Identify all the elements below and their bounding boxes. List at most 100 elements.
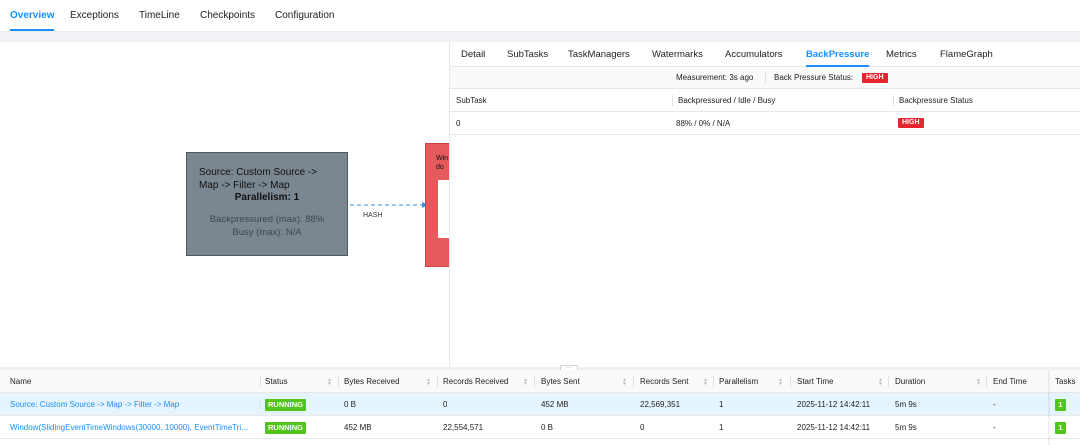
sort-icon[interactable]: ▲ ▼: [327, 377, 332, 387]
backpressure-status-label: Back Pressure Status:: [774, 73, 854, 82]
parallelism: 1: [719, 400, 724, 409]
subtask-id: 0: [456, 119, 461, 128]
divider: [986, 376, 987, 387]
column-header-records-sent[interactable]: Records Sent: [640, 377, 689, 386]
duration: 5m 9s: [895, 400, 917, 409]
divider: [893, 95, 894, 106]
column-header-bytes-received[interactable]: Bytes Received: [344, 377, 400, 386]
start-time: 2025-11-12 14:42:11: [797, 400, 871, 409]
tab-accumulators[interactable]: Accumulators: [725, 49, 783, 60]
column-header-status[interactable]: Status: [265, 377, 288, 386]
table-row: 0 88% / 0% / N/A HIGH: [450, 112, 1080, 135]
node-title: Source: Custom Source -> Map -> Filter -…: [199, 167, 318, 191]
vertex-name-link[interactable]: Window(SlidingEventTimeWindows(30000, 10…: [10, 423, 248, 432]
column-header-subtask: SubTask: [456, 96, 487, 105]
divider: [790, 376, 791, 387]
detail-tabs: Detail SubTasks TaskManagers Watermarks …: [450, 42, 1080, 67]
graph-edge-hash: [350, 202, 428, 208]
column-header-bytes-sent[interactable]: Bytes Sent: [541, 377, 580, 386]
divider: [672, 95, 673, 106]
job-graph-canvas[interactable]: Source: Custom Source -> Map -> Filter -…: [0, 42, 450, 367]
job-tabs: Overview Exceptions TimeLine Checkpoints…: [0, 0, 1080, 32]
table-row[interactable]: Window(SlidingEventTimeWindows(30000, 10…: [0, 416, 1080, 439]
divider: [534, 376, 535, 387]
tab-overview[interactable]: Overview: [10, 0, 55, 32]
column-header-start-time[interactable]: Start Time: [797, 377, 834, 386]
records-sent: 0: [640, 423, 645, 432]
tab-watermarks[interactable]: Watermarks: [652, 49, 703, 60]
backpressure-ratio: 88% / 0% / N/A: [676, 119, 731, 128]
table-row[interactable]: Source: Custom Source -> Map -> Filter -…: [0, 393, 1080, 416]
backpressure-status-badge: HIGH: [862, 73, 888, 83]
vertex-name-link[interactable]: Source: Custom Source -> Map -> Filter -…: [10, 400, 180, 409]
content-gap: [0, 32, 1080, 42]
sort-icon[interactable]: ▲ ▼: [976, 377, 981, 387]
tab-configuration[interactable]: Configuration: [275, 10, 335, 21]
tab-detail[interactable]: Detail: [461, 49, 486, 60]
bytes-received: 0 B: [344, 400, 357, 409]
backpressure-table-header: SubTask Backpressured / Idle / Busy Back…: [450, 89, 1080, 112]
column-header-end-time[interactable]: End Time: [993, 377, 1027, 386]
divider: [338, 376, 339, 387]
column-header-ratio: Backpressured / Idle / Busy: [678, 96, 776, 105]
sort-icon[interactable]: ▲ ▼: [878, 377, 883, 387]
bytes-received: 452 MB: [344, 423, 372, 432]
end-time: -: [993, 423, 996, 432]
panel-splitter[interactable]: [0, 367, 1080, 370]
tab-backpressure[interactable]: BackPressure: [806, 42, 870, 67]
node-parallelism: Parallelism: 1: [234, 192, 300, 203]
status-badge: RUNNING: [265, 422, 306, 434]
sort-icon[interactable]: ▲ ▼: [778, 377, 783, 387]
sort-icon[interactable]: ▲ ▼: [703, 377, 708, 387]
status-badge: HIGH: [898, 118, 924, 128]
column-header-name[interactable]: Name: [10, 377, 32, 386]
tab-flamegraph[interactable]: FlameGraph: [940, 49, 993, 60]
sort-icon[interactable]: ▲ ▼: [426, 377, 431, 387]
tab-exceptions[interactable]: Exceptions: [70, 10, 119, 21]
duration: 5m 9s: [895, 423, 917, 432]
end-time: -: [993, 400, 996, 409]
tab-metrics[interactable]: Metrics: [886, 49, 917, 60]
node-subtitle: do: [436, 164, 444, 171]
divider: [633, 376, 634, 387]
parallelism: 1: [719, 423, 724, 432]
node-inner-panel: › ‹: [438, 180, 450, 238]
bytes-sent: 452 MB: [541, 400, 569, 409]
tab-taskmanagers[interactable]: TaskManagers: [568, 49, 630, 60]
column-header-parallelism[interactable]: Parallelism: [719, 377, 759, 386]
sticky-column-shadow: [1048, 370, 1051, 445]
records-received: 0: [443, 400, 448, 409]
node-backpressured: Backpressured (max): 88%: [209, 214, 325, 225]
node-busy: Busy (max): N/A: [232, 227, 302, 238]
column-header-tasks[interactable]: Tasks: [1055, 377, 1076, 386]
vertex-detail-panel: Detail SubTasks TaskManagers Watermarks …: [449, 42, 1080, 367]
divider: [260, 376, 261, 387]
edge-label: HASH: [363, 212, 383, 219]
bytes-sent: 0 B: [541, 423, 554, 432]
column-header-duration[interactable]: Duration: [895, 377, 926, 386]
divider: [437, 376, 438, 387]
node-title: Win: [436, 155, 449, 162]
measurement-time: Measurement: 3s ago: [676, 73, 754, 82]
status-badge: RUNNING: [265, 399, 306, 411]
divider: [765, 73, 766, 83]
column-header-records-received[interactable]: Records Received: [443, 377, 509, 386]
tab-timeline[interactable]: TimeLine: [139, 10, 180, 21]
tab-subtasks[interactable]: SubTasks: [507, 49, 549, 60]
column-header-status: Backpressure Status: [899, 96, 973, 105]
tasks-badge: 1: [1055, 422, 1066, 434]
tasks-badge: 1: [1055, 399, 1066, 411]
divider: [713, 376, 714, 387]
divider: [888, 376, 889, 387]
graph-node-source[interactable]: Source: Custom Source -> Map -> Filter -…: [186, 152, 348, 256]
table-header: Name Status ▲ ▼ Bytes Received ▲ ▼ Records…: [0, 370, 1080, 393]
drag-handle-icon[interactable]: ···: [259, 399, 262, 412]
graph-node-window[interactable]: Win do › ‹: [425, 143, 450, 267]
vertices-table: Name Status ▲ ▼ Bytes Received ▲ ▼ Records…: [0, 370, 1080, 445]
records-sent: 22,569,351: [640, 400, 681, 409]
sort-icon[interactable]: ▲ ▼: [523, 377, 528, 387]
backpressure-summary: Measurement: 3s ago Back Pressure Status…: [450, 67, 1080, 89]
tab-checkpoints[interactable]: Checkpoints: [200, 10, 256, 21]
sort-icon[interactable]: ▲ ▼: [622, 377, 627, 387]
start-time: 2025-11-12 14:42:11: [797, 423, 871, 432]
